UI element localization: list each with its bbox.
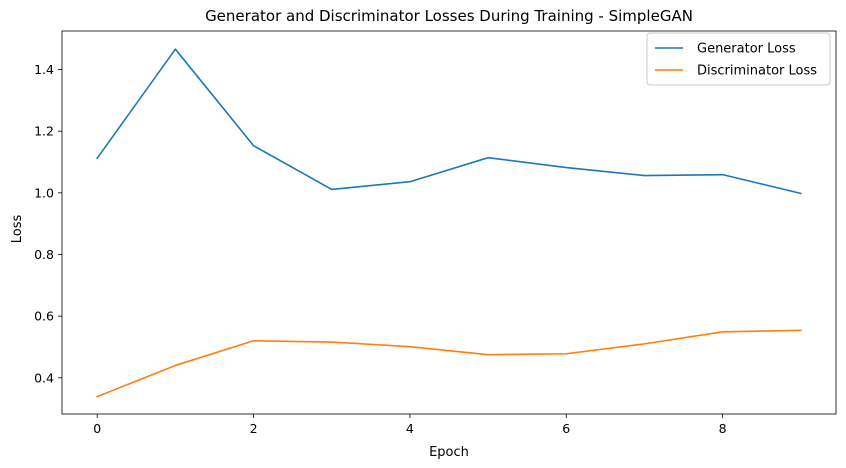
legend: Generator Loss Discriminator Loss xyxy=(646,32,831,86)
x-tick-label: 0 xyxy=(93,421,101,436)
chart-title: Generator and Discriminator Losses Durin… xyxy=(205,7,693,25)
plot-area-frame xyxy=(61,30,837,415)
legend-label: Discriminator Loss xyxy=(697,64,817,79)
y-tick-label: 0.8 xyxy=(34,247,54,262)
y-tick-label: 0.4 xyxy=(34,370,54,385)
y-tick-label: 1.2 xyxy=(34,124,54,139)
x-tick-label: 2 xyxy=(250,421,258,436)
x-tick-label: 4 xyxy=(406,421,414,436)
y-tick-label: 1.0 xyxy=(34,185,54,200)
y-axis-ticks: 0.4 0.6 0.8 1.0 1.2 1.4 xyxy=(34,62,62,385)
series-lines xyxy=(96,48,802,398)
legend-label: Generator Loss xyxy=(697,42,796,57)
x-axis-label: Epoch xyxy=(429,445,469,460)
y-axis-label: Loss xyxy=(10,215,25,244)
y-tick-label: 1.4 xyxy=(34,62,54,77)
generator-loss-line xyxy=(96,48,802,195)
x-axis-ticks: 0 2 4 6 8 xyxy=(93,414,727,436)
discriminator-loss-line xyxy=(96,329,802,398)
y-tick-label: 0.6 xyxy=(34,309,54,324)
x-tick-label: 8 xyxy=(719,421,727,436)
legend-box xyxy=(646,32,831,86)
x-tick-label: 6 xyxy=(562,421,570,436)
